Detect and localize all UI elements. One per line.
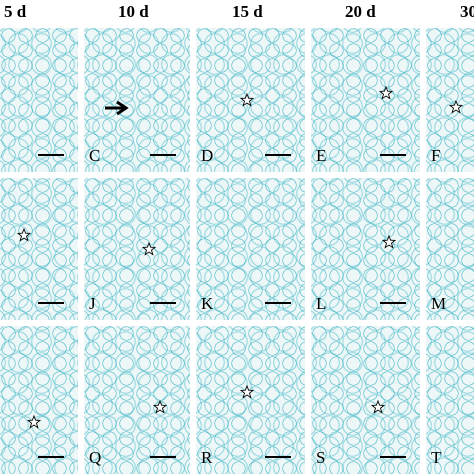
micrograph-panel — [0, 28, 78, 172]
scale-bar — [150, 456, 176, 458]
star-marker — [378, 85, 393, 100]
panel-label: E — [316, 146, 327, 165]
panel-label: K — [201, 294, 214, 313]
micrograph-panel: M — [426, 178, 474, 320]
column-header: 20 d — [345, 2, 376, 21]
scale-bar — [38, 154, 64, 156]
micrograph-panel: C — [84, 28, 190, 172]
panel-label: D — [201, 146, 214, 165]
micrograph-panel: E — [311, 28, 420, 172]
scale-bar — [38, 302, 64, 304]
panel-label: F — [431, 146, 441, 165]
star-marker — [142, 241, 157, 256]
micrograph-panel: L — [311, 178, 420, 320]
scale-bar — [38, 456, 64, 458]
panel-label: T — [431, 448, 442, 467]
micrograph-panel — [0, 178, 78, 320]
panel-label: R — [201, 448, 213, 467]
scale-bar — [265, 456, 291, 458]
star-marker — [381, 234, 397, 249]
micrograph-panel: S — [311, 326, 420, 474]
micrograph-panel: Q — [84, 326, 190, 474]
column-header: 30 — [460, 2, 474, 21]
panel-label: J — [89, 294, 96, 313]
arrow — [104, 100, 130, 121]
column-header: 10 d — [118, 2, 149, 21]
micrograph-panel: K — [196, 178, 305, 320]
scale-bar — [265, 154, 291, 156]
scale-bar — [150, 302, 176, 304]
scale-bar — [150, 154, 176, 156]
scale-bar — [380, 302, 406, 304]
scale-bar — [380, 456, 406, 458]
panel-label: Q — [89, 448, 102, 467]
micrograph-panel — [0, 326, 78, 474]
micrograph-panel: T — [426, 326, 474, 474]
panel-label: C — [89, 146, 101, 165]
star-marker — [370, 399, 386, 414]
star-marker — [239, 92, 254, 107]
column-header: 15 d — [232, 2, 263, 21]
scale-bar — [265, 302, 291, 304]
micrograph-panel: J — [84, 178, 190, 320]
star-marker — [152, 399, 168, 414]
panel-label: L — [316, 294, 327, 313]
micrograph-panel: R — [196, 326, 305, 474]
scale-bar — [380, 154, 406, 156]
star-marker — [27, 414, 42, 429]
star-marker — [448, 99, 464, 114]
column-header: 5 d — [4, 2, 27, 21]
micrograph-panel: F — [426, 28, 474, 172]
panel-label: S — [316, 448, 326, 467]
panel-label: M — [431, 294, 447, 313]
star-marker — [239, 384, 254, 399]
micrograph-panel: D — [196, 28, 305, 172]
star-marker — [16, 227, 32, 242]
